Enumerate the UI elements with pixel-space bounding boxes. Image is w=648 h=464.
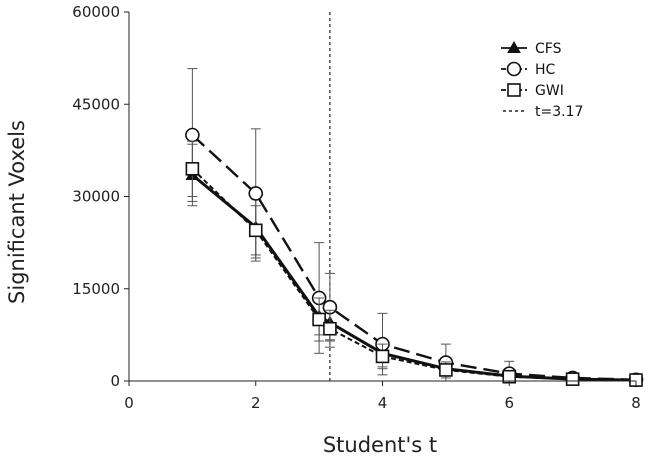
legend-label: GWI: [535, 83, 564, 99]
data-point: [629, 373, 643, 387]
y-tick-label: 45000: [72, 95, 120, 113]
legend-marker: [507, 40, 521, 53]
legend-item: GWI: [501, 83, 564, 99]
legend-marker: [507, 83, 521, 97]
x-tick-label: 2: [251, 394, 261, 412]
x-axis: 0 2 4 6 8: [124, 380, 641, 412]
y-axis: 0 15000 30000 45000 60000: [72, 3, 130, 390]
y-tick-label: 30000: [72, 188, 120, 206]
legend-item: t=3.17: [503, 104, 583, 120]
y-tick-label: 15000: [72, 280, 120, 298]
series-line: [191, 134, 637, 381]
x-tick-label: 8: [631, 394, 641, 412]
x-tick-label: 4: [378, 394, 388, 412]
legend-item: CFS: [501, 40, 562, 57]
legend: CFS HC GWI t=3.17: [501, 40, 583, 120]
data-point: [375, 349, 390, 364]
series-line: [191, 168, 637, 382]
data-point: [248, 186, 264, 201]
legend-label: t=3.17: [535, 104, 583, 120]
plot-area: [185, 12, 644, 388]
legend-label: CFS: [535, 41, 562, 57]
legend-marker: [506, 61, 522, 77]
data-point: [312, 312, 326, 327]
data-point: [565, 372, 580, 386]
data-point: [439, 363, 453, 377]
series-cfs: [185, 143, 643, 386]
data-point: [323, 321, 337, 336]
data-point: [185, 127, 200, 143]
legend-item: HC: [501, 61, 556, 78]
legend-label: HC: [535, 62, 556, 78]
x-tick-label: 6: [504, 394, 514, 412]
data-point: [248, 223, 263, 238]
y-tick-label: 60000: [72, 3, 120, 21]
y-tick-label: 0: [110, 372, 120, 390]
data-point: [185, 162, 200, 176]
y-axis-title: Significant Voxels: [5, 120, 29, 304]
x-tick-label: 0: [124, 394, 134, 412]
x-axis-title: Student's t: [323, 433, 437, 457]
series-gwi: [185, 140, 643, 387]
